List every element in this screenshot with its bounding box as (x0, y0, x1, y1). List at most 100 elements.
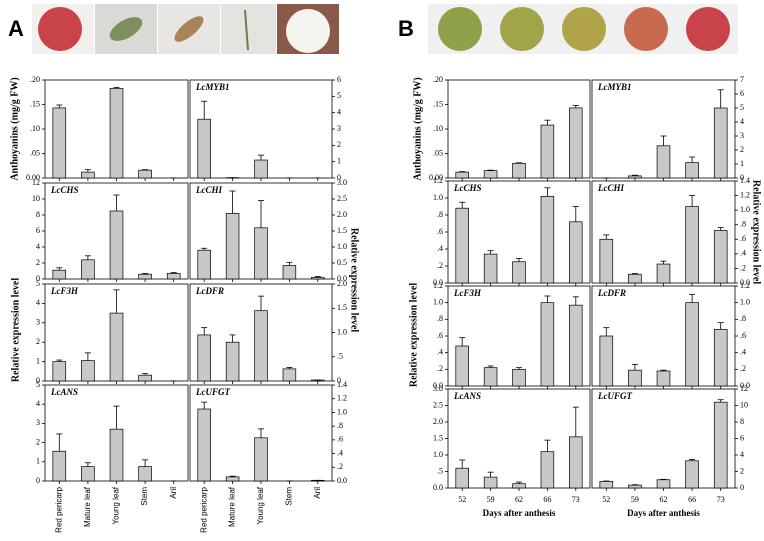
bar (225, 213, 240, 280)
bar (569, 107, 583, 179)
y-tick-label: 0.0 (433, 483, 443, 492)
y-tick-label: 1.5 (433, 433, 443, 442)
bar (455, 345, 469, 387)
bar (685, 460, 699, 489)
error-bar (544, 187, 551, 197)
gene-name: LcF3H (50, 286, 79, 296)
x-tick-label: Red pericarp (54, 486, 63, 532)
bar (713, 230, 728, 284)
error-bar (572, 105, 579, 108)
y-tick-label: 1.0 (740, 205, 750, 214)
y-tick-label: 1.0 (433, 193, 443, 202)
bar (109, 312, 124, 382)
x-tick-label: Mature leaf (83, 486, 92, 527)
error-bar (56, 104, 63, 108)
y-tick-label: 0.00 (429, 173, 443, 182)
error-bar (201, 401, 208, 409)
error-bar (84, 352, 91, 361)
error-bar (258, 295, 264, 311)
error-bar (544, 439, 551, 452)
y-tick-label: 6 (740, 433, 744, 442)
y-tick-label: 3 (337, 124, 341, 133)
error-bar (113, 194, 120, 211)
y-tick-label: .4 (740, 249, 746, 258)
bar (81, 171, 95, 179)
bar (685, 206, 699, 284)
error-bar (487, 250, 494, 255)
y-tick-label: 0.0 (433, 381, 443, 390)
bar (569, 221, 583, 284)
y-tick-label: 1.2 (740, 281, 750, 290)
y-tick-label: .10 (433, 124, 443, 133)
x-tick-label: Red pericarp (199, 486, 208, 532)
y-tick-label: .15 (30, 99, 40, 108)
y-tick-label: 10 (740, 400, 748, 409)
y-tick-label: .8 (740, 314, 746, 323)
plot-frame (447, 388, 591, 489)
gene-name: LcCHS (453, 183, 482, 193)
photo-fruit (438, 7, 482, 51)
bar (109, 428, 124, 482)
y-tick-label: .4 (437, 244, 443, 253)
error-bar (201, 327, 208, 335)
y-tick-label: 0.5 (337, 258, 347, 267)
y-tick-label: 3 (36, 418, 40, 427)
bar (569, 304, 583, 387)
y-tick-label: 5 (36, 380, 40, 389)
y-tick-label: 0.0 (337, 476, 347, 485)
y-tick-label: 7 (740, 75, 744, 84)
y-tick-label: 4 (740, 450, 744, 459)
gene-name: LcANS (453, 391, 481, 401)
error-bar (603, 327, 610, 336)
error-bar (142, 373, 149, 376)
error-bar (516, 481, 522, 484)
y-tick-label: 1.2 (433, 176, 443, 185)
bar (282, 265, 297, 280)
y-tick-label: 1 (36, 457, 40, 466)
y-tick-label: 1 (36, 356, 40, 365)
photos-b (428, 4, 738, 54)
bar (540, 195, 555, 284)
y-tick-label: 6 (337, 75, 341, 84)
y-tick-label: .05 (433, 148, 443, 157)
y-axis-label: Relative expression level (408, 283, 419, 387)
error-bar (631, 174, 638, 176)
y-tick-label: 8 (36, 210, 40, 219)
y-tick-label: .2 (337, 462, 343, 471)
bar (569, 436, 583, 489)
bar (628, 175, 642, 179)
error-bar (572, 296, 579, 306)
gene-name: LcDFR (195, 286, 224, 296)
photo-stem (244, 9, 249, 51)
y-tick-label: 5 (740, 103, 744, 112)
y-tick-label: 1.5 (337, 226, 347, 235)
photo-leaf (174, 16, 204, 42)
error-bar (516, 257, 522, 262)
error-bar (544, 119, 551, 126)
gene-name: LcANS (50, 387, 78, 397)
y-axis-label: Relative expression level (349, 228, 360, 332)
y-tick-label: 0 (36, 376, 40, 385)
error-bar (56, 359, 63, 362)
bar (540, 302, 555, 387)
y-tick-label: 2.0 (433, 417, 443, 426)
error-bar (631, 363, 638, 371)
gene-name: LcCHS (50, 185, 79, 195)
y-tick-label: 4 (36, 298, 40, 307)
y-tick-label: 2.0 (337, 279, 347, 288)
error-bar (689, 195, 696, 207)
y-tick-label: 0 (337, 173, 341, 182)
y-tick-label: .2 (437, 364, 443, 373)
error-bar (717, 322, 724, 330)
y-tick-label: 2.5 (337, 194, 347, 203)
photo-fruit (38, 7, 82, 51)
y-tick-label: .6 (437, 227, 443, 236)
y-tick-label: 1.2 (337, 394, 347, 403)
error-bar (717, 399, 724, 403)
error-bar (142, 459, 149, 467)
y-axis-label: Relative expression level (751, 180, 762, 284)
gene-name: LcCHI (195, 185, 222, 195)
error-bar (459, 201, 466, 209)
error-bar (201, 247, 208, 251)
